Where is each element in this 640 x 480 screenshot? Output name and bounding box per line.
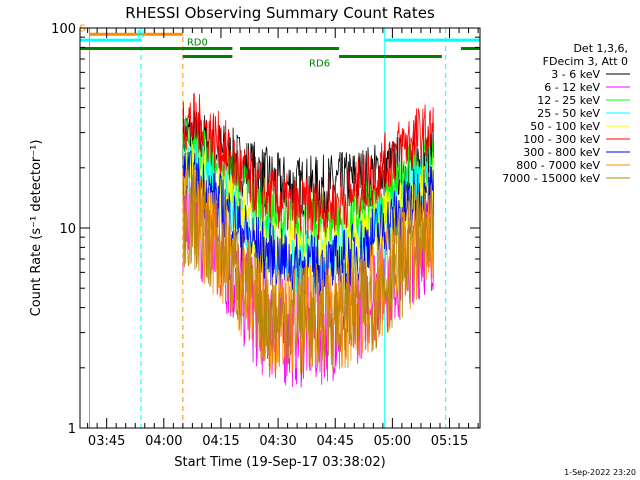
legend-label-6: 300 - 800 keV <box>523 146 600 159</box>
x-tick-label-0: 03:45 <box>88 434 125 449</box>
legend-label-4: 50 - 100 keV <box>530 120 600 133</box>
series-group <box>182 92 435 388</box>
flag-bars: S N RD0 RD6 <box>80 23 480 70</box>
x-tick-label-1: 04:00 <box>145 434 182 449</box>
legend-label-3: 25 - 50 keV <box>537 107 600 120</box>
legend-label-8: 7000 - 15000 keV <box>502 172 600 185</box>
legend-label-7: 800 - 7000 keV <box>516 159 600 172</box>
flag-label-rd6: RD6 <box>309 59 330 70</box>
legend-label-5: 100 - 300 keV <box>523 133 600 146</box>
y-tick-label-1: 10 <box>59 222 76 237</box>
flag-label-s: S <box>80 23 86 34</box>
legend-label-2: 12 - 25 keV <box>537 94 600 107</box>
series-line-5 <box>182 92 435 240</box>
y-tick-label-0: 1 <box>68 422 76 437</box>
x-tick-label-2: 04:15 <box>202 434 239 449</box>
y-axis-label: Count Rate (s⁻¹ detector⁻¹) <box>29 140 44 317</box>
x-axis: 03:45 04:00 04:15 04:30 04:45 05:00 05:15 <box>87 28 479 449</box>
legend-label-1: 6 - 12 keV <box>544 81 600 94</box>
legend-label-0: 3 - 6 keV <box>551 68 600 81</box>
x-tick-label-5: 05:00 <box>374 434 411 449</box>
x-tick-label-4: 04:45 <box>317 434 354 449</box>
x-tick-label-3: 04:30 <box>259 434 296 449</box>
footer-timestamp: 1-Sep-2022 23:20 <box>564 468 636 477</box>
y-axis: 1 10 100 <box>51 22 480 437</box>
series-line-6 <box>182 150 435 296</box>
legend-header-1: FDecim 3, Att 0 <box>543 55 628 68</box>
y-tick-label-2: 100 <box>51 22 76 37</box>
x-axis-label: Start Time (19-Sep-17 03:38:02) <box>174 455 385 470</box>
series-line-8 <box>182 166 435 376</box>
chart-title: RHESSI Observing Summary Count Rates <box>125 4 435 22</box>
flag-label-n: N <box>137 29 144 40</box>
x-tick-label-6: 05:15 <box>431 434 468 449</box>
flag-label-rd0: RD0 <box>187 37 208 48</box>
legend-header-0: Det 1,3,6, <box>573 42 628 55</box>
